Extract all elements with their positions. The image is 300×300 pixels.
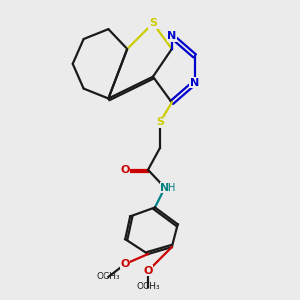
Text: N: N: [190, 78, 199, 88]
Text: S: S: [156, 117, 164, 127]
Text: H: H: [168, 183, 176, 193]
Text: O: O: [143, 266, 153, 276]
Text: OCH₃: OCH₃: [136, 282, 160, 291]
Text: O: O: [121, 259, 130, 269]
Text: S: S: [149, 18, 157, 28]
Text: O: O: [121, 165, 130, 175]
Text: OCH₃: OCH₃: [97, 272, 120, 281]
Text: N: N: [167, 31, 176, 41]
Text: N: N: [160, 183, 170, 193]
